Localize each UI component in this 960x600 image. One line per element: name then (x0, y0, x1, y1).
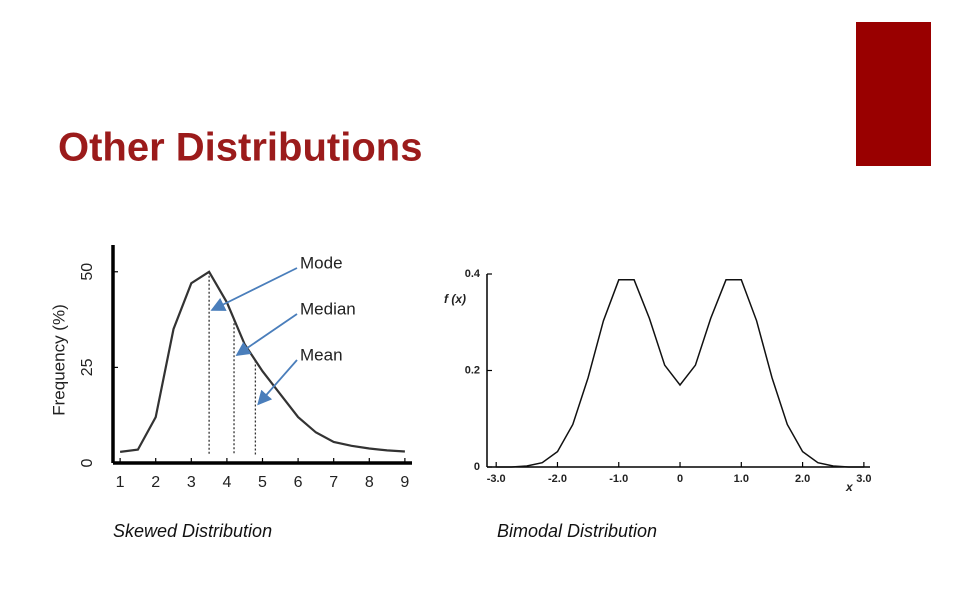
x-tick-label: -1.0 (609, 473, 628, 485)
x-tick-label: 9 (400, 474, 409, 491)
x-tick-label: 3 (187, 474, 196, 491)
y-tick-label: 0.4 (465, 268, 481, 280)
x-tick-label: 0 (677, 473, 683, 485)
y-tick-label: 50 (79, 263, 96, 281)
x-tick-label: 4 (222, 474, 231, 491)
annotation-label: Mode (300, 253, 343, 272)
x-tick-label: -3.0 (487, 473, 506, 485)
x-tick-label: 2 (151, 474, 160, 491)
y-axis-label: Frequency (%) (49, 304, 68, 415)
y-tick-label: 0.2 (465, 364, 480, 376)
x-tick-label: 2.0 (795, 473, 810, 485)
curve (496, 279, 864, 468)
y-axis-label: f (x) (444, 292, 466, 306)
curve (119, 270, 405, 453)
x-axis-label: x (845, 480, 854, 494)
annotation-arrow (210, 267, 298, 311)
caption: Skewed Distribution (113, 521, 272, 541)
annotation-label: Median (300, 299, 356, 318)
x-tick-label: 5 (258, 474, 267, 491)
x-tick-label: 8 (365, 474, 374, 491)
x-tick-label: 1.0 (734, 473, 749, 485)
x-tick-label: 6 (294, 474, 303, 491)
x-tick-label: 3.0 (856, 473, 871, 485)
accent-block (856, 22, 931, 166)
caption: Bimodal Distribution (497, 521, 657, 541)
x-tick-label: 7 (329, 474, 338, 491)
annotation-arrow (235, 313, 298, 357)
x-tick-label: 1 (116, 474, 125, 491)
annotation-label: Mean (300, 345, 343, 364)
y-tick-label: 25 (79, 358, 96, 376)
y-tick-label: 0 (474, 461, 480, 473)
y-tick-label: 0 (79, 458, 96, 467)
annotation-arrow (257, 359, 298, 406)
slide-title: Other Distributions (58, 126, 422, 170)
x-tick-label: -2.0 (548, 473, 567, 485)
